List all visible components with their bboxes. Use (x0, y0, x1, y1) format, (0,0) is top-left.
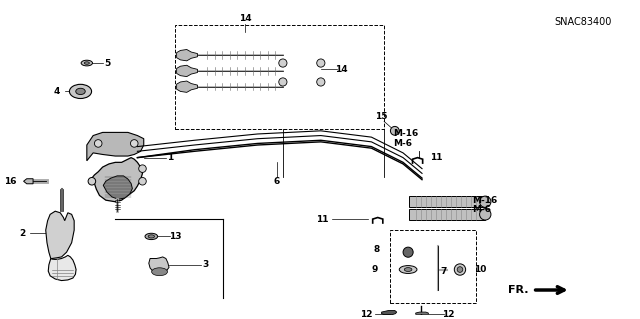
Polygon shape (24, 179, 33, 184)
Text: 12: 12 (442, 310, 455, 319)
Ellipse shape (399, 266, 417, 273)
Circle shape (454, 264, 466, 275)
Circle shape (317, 78, 325, 86)
Text: FR.: FR. (508, 285, 529, 295)
Ellipse shape (69, 84, 92, 99)
Polygon shape (177, 81, 198, 93)
Polygon shape (48, 255, 76, 281)
Text: 10: 10 (474, 265, 486, 274)
Circle shape (479, 196, 491, 207)
Text: 3: 3 (203, 260, 209, 269)
Text: 13: 13 (169, 232, 182, 241)
Ellipse shape (152, 268, 168, 276)
Text: 15: 15 (374, 112, 387, 121)
Circle shape (279, 59, 287, 67)
Polygon shape (45, 211, 74, 258)
Ellipse shape (145, 233, 157, 240)
Text: M-16: M-16 (472, 196, 498, 205)
Polygon shape (177, 65, 198, 77)
Text: 9: 9 (372, 265, 378, 274)
Ellipse shape (76, 88, 85, 94)
Circle shape (139, 177, 147, 185)
Text: 5: 5 (104, 59, 110, 68)
Text: M-6: M-6 (472, 205, 492, 214)
Circle shape (279, 78, 287, 86)
Text: M-6: M-6 (394, 139, 413, 148)
Circle shape (95, 140, 102, 147)
Circle shape (457, 267, 463, 272)
Text: 6: 6 (273, 177, 280, 186)
Circle shape (403, 247, 413, 257)
Text: 12: 12 (360, 310, 372, 319)
Bar (175, 25, 384, 129)
Text: 2: 2 (19, 229, 26, 238)
Text: 4: 4 (53, 87, 60, 96)
Polygon shape (416, 312, 428, 314)
Text: 8: 8 (374, 245, 380, 254)
Ellipse shape (148, 235, 154, 238)
Polygon shape (381, 310, 397, 315)
Polygon shape (87, 132, 144, 161)
Text: 14: 14 (239, 14, 252, 23)
Text: 16: 16 (4, 177, 17, 186)
Text: SNAC83400: SNAC83400 (554, 17, 612, 27)
Text: 11: 11 (430, 153, 442, 162)
Polygon shape (149, 257, 169, 274)
Circle shape (390, 126, 399, 135)
Ellipse shape (81, 60, 93, 66)
Ellipse shape (404, 268, 412, 271)
Polygon shape (410, 196, 485, 207)
Text: 11: 11 (316, 215, 328, 224)
Circle shape (317, 59, 325, 67)
Text: M-16: M-16 (394, 130, 419, 138)
Polygon shape (103, 176, 132, 199)
Circle shape (88, 177, 95, 185)
Text: 1: 1 (167, 153, 173, 162)
Polygon shape (177, 49, 198, 61)
Text: 7: 7 (441, 267, 447, 276)
Ellipse shape (84, 62, 90, 64)
Circle shape (131, 140, 138, 147)
Polygon shape (90, 158, 143, 202)
Text: 14: 14 (335, 65, 348, 74)
Bar (390, 230, 476, 303)
Circle shape (479, 209, 491, 220)
Polygon shape (410, 209, 485, 220)
Circle shape (139, 165, 147, 173)
